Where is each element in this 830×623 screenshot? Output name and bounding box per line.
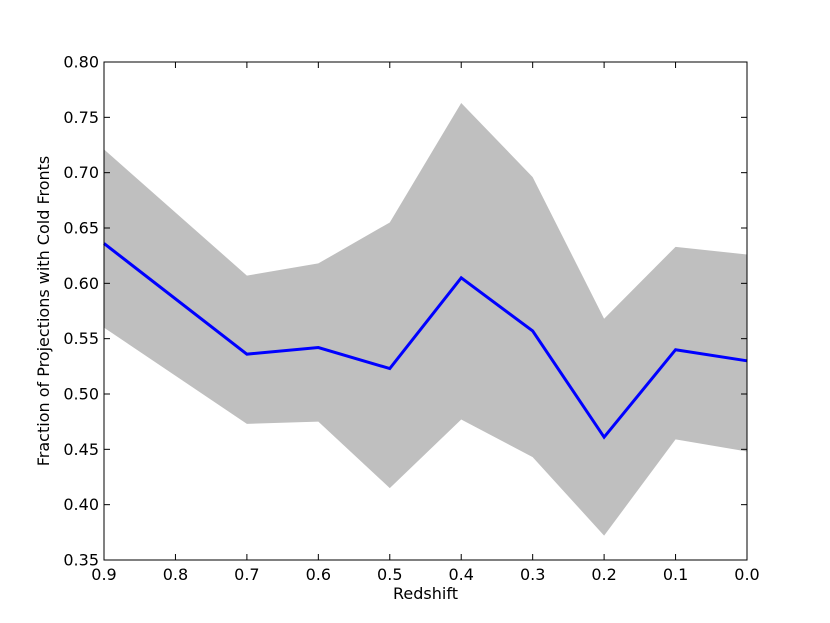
x-tick-label: 0.1 (663, 565, 688, 584)
x-tick-label: 0.9 (91, 565, 116, 584)
x-tick-label: 0.2 (591, 565, 616, 584)
series-layer (103, 242, 748, 440)
x-tick-label: 0.3 (520, 565, 545, 584)
y-tick-label: 0.65 (63, 219, 99, 238)
y-tick-label: 0.35 (63, 551, 99, 570)
x-tick-label: 0.7 (234, 565, 259, 584)
x-tick-label: 0.0 (734, 565, 759, 584)
y-axis-label: Fraction of Projections with Cold Fronts (34, 156, 53, 466)
x-tick-label: 0.5 (377, 565, 402, 584)
tick-labels: 0.9 0.8 0.7 0.6 0.5 0.4 0.3 0.2 0.1 0.0 0.35 0.40 0.… (63, 53, 759, 585)
y-tick-label: 0.80 (63, 53, 99, 72)
tick-marks (103, 61, 748, 561)
y-tick-label: 0.70 (63, 163, 99, 182)
x-axis-label: Redshift (393, 584, 458, 603)
y-tick-label: 0.55 (63, 329, 99, 348)
confidence-band-layer (104, 102, 747, 536)
uncertainty-band (104, 102, 747, 536)
y-tick-label: 0.50 (63, 385, 99, 404)
y-tick-label: 0.40 (63, 495, 99, 514)
plot-frame (103, 61, 748, 561)
x-tick-label: 0.6 (306, 565, 331, 584)
x-tick-label: 0.4 (448, 565, 473, 584)
x-tick-label: 0.8 (163, 565, 188, 584)
series-line-0 (103, 242, 748, 440)
y-tick-label: 0.45 (63, 440, 99, 459)
y-tick-label: 0.60 (63, 274, 99, 293)
y-tick-label: 0.75 (63, 108, 99, 127)
